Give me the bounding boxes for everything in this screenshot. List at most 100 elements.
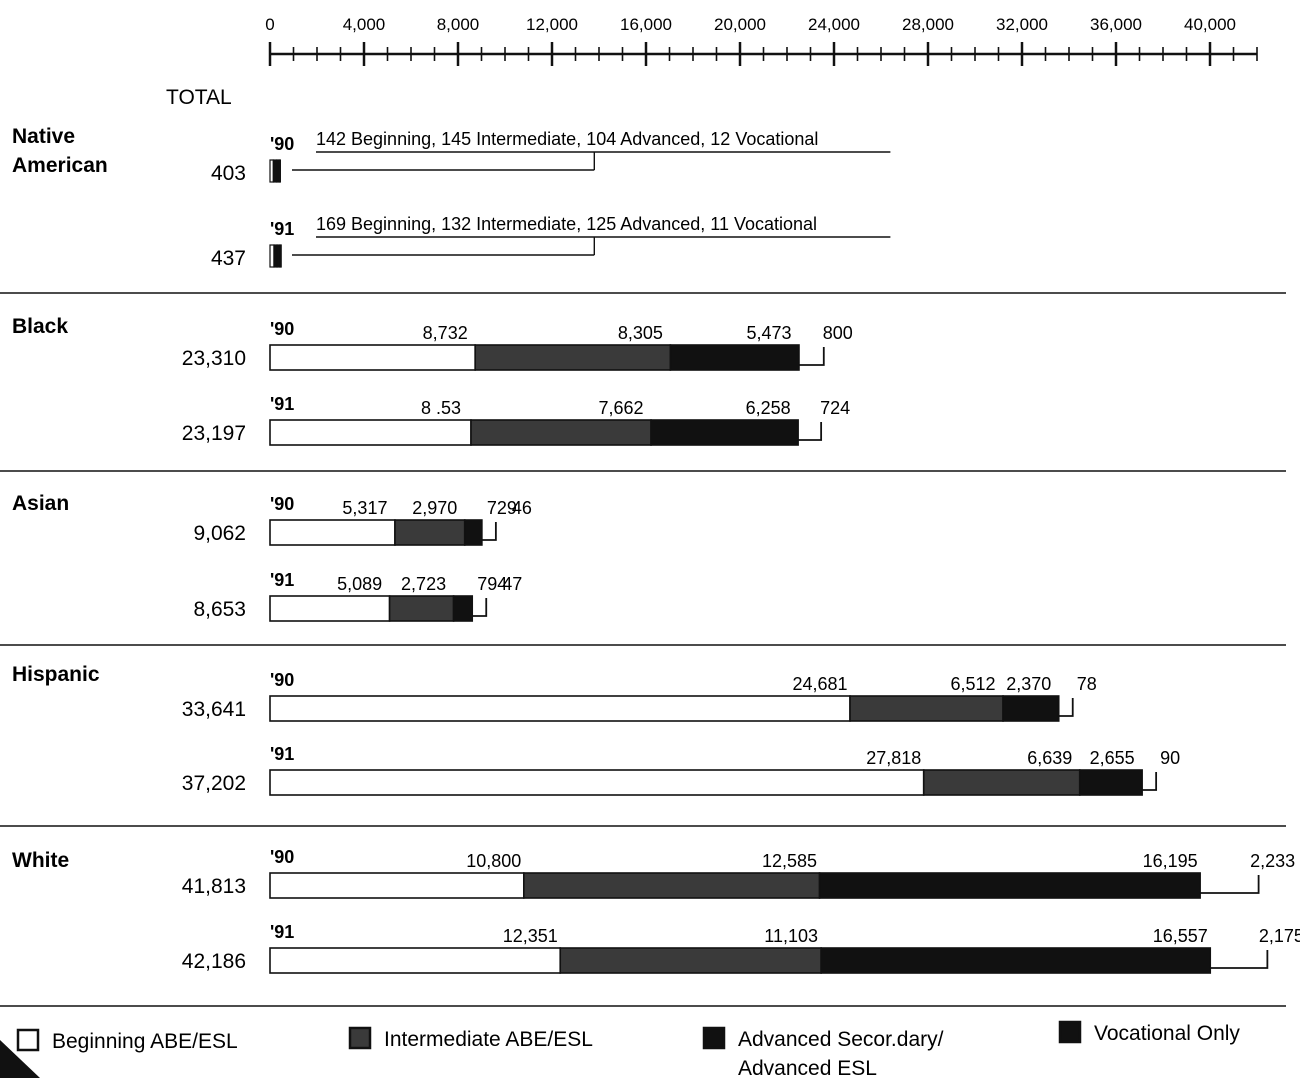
group-hispanic: Hispanic 33,641 '90 24,681 6,512 2,370 78 37,20… xyxy=(0,663,1286,827)
bar-segment xyxy=(849,695,1004,722)
bar-value-label: 7,662 xyxy=(599,398,644,418)
bar-value-label: 78 xyxy=(1077,674,1097,694)
row-year-label: '90 xyxy=(270,494,294,514)
bar-value-label: 6,639 xyxy=(1027,748,1072,768)
row-total-label: 33,641 xyxy=(182,698,246,721)
bar-segment xyxy=(650,419,799,446)
legend-label: Intermediate ABE/ESL xyxy=(384,1028,593,1051)
bar-value-label: 2,723 xyxy=(401,574,446,594)
legend-item: Beginning ABE/ESL xyxy=(16,1028,238,1053)
x-tick-label: 20,000 xyxy=(714,15,766,34)
bar-segment xyxy=(269,695,851,722)
row-annotation: 142 Beginning, 145 Intermediate, 104 Adv… xyxy=(316,129,818,149)
bar-row-91: 23,197 '91 8 .53 7,662 6,258 724 xyxy=(182,394,850,446)
row-total-label: 403 xyxy=(211,162,246,185)
bar-value-label: 12,351 xyxy=(503,926,558,946)
bar-segment xyxy=(818,872,1201,899)
bar-segment xyxy=(269,947,562,974)
bar-groups: Native American 403 '90 142 Beginning, 145 I… xyxy=(0,125,1300,1007)
bar-segment xyxy=(669,344,800,371)
legend-swatch xyxy=(702,1026,726,1050)
bar-value-label: 800 xyxy=(823,323,853,343)
x-axis: 0 4,000 8,000 12,000 16,000 20,000 24,000 28,00… xyxy=(265,15,1258,66)
row-total-label: 23,197 xyxy=(182,422,246,445)
bar-value-label: 27,818 xyxy=(866,748,921,768)
vocational-bracket xyxy=(1200,875,1260,894)
legend-item: Advanced Secor.dary/Advanced ESL xyxy=(702,1026,944,1078)
vocational-bracket xyxy=(1210,950,1269,969)
bar-segment xyxy=(388,595,455,622)
bar-segment xyxy=(559,947,822,974)
bar-value-label: 6,512 xyxy=(951,674,996,694)
bar-value-label: 12,585 xyxy=(762,851,817,871)
total-column-header: TOTAL xyxy=(166,86,232,109)
vocational-bracket xyxy=(1058,698,1074,717)
legend-label: Vocational Only xyxy=(1094,1022,1240,1045)
x-tick-label: 8,000 xyxy=(437,15,480,34)
group-label: Black xyxy=(12,315,68,338)
bar-value-label: 8,305 xyxy=(618,323,663,343)
row-year-label: '91 xyxy=(270,570,294,590)
x-tick-label: 4,000 xyxy=(343,15,386,34)
legend-label: Advanced Secor.dary/ xyxy=(738,1028,944,1051)
vocational-bracket xyxy=(481,522,497,541)
bar-row-91: 37,202 '91 27,818 6,639 2,655 90 xyxy=(182,744,1180,796)
bar-value-label: 2,370 xyxy=(1006,674,1051,694)
x-tick-label: 12,000 xyxy=(526,15,578,34)
bar-value-label: 5,089 xyxy=(337,574,382,594)
group-black: Black 23,310 '90 8,732 8,305 5,473 800 23,197 '9… xyxy=(0,315,1286,472)
group-label: Hispanic xyxy=(12,663,100,686)
bar-value-label: 47 xyxy=(502,574,522,594)
bar-value-label: 11,103 xyxy=(764,926,818,946)
bar-value-label: 16,557 xyxy=(1153,926,1208,946)
row-total-label: 23,310 xyxy=(182,347,246,370)
bar-segment xyxy=(470,419,652,446)
bar-row-90: 403 '90 142 Beginning, 145 Intermediate, 1… xyxy=(211,129,891,185)
x-tick-label: 32,000 xyxy=(996,15,1048,34)
bar-value-label: 5,473 xyxy=(746,323,791,343)
x-tick-label: 36,000 xyxy=(1090,15,1142,34)
group-label: American xyxy=(12,154,108,177)
bar-value-label: 6,258 xyxy=(746,398,791,418)
bar-row-90: 23,310 '90 8,732 8,305 5,473 800 xyxy=(182,319,853,371)
corner-mark xyxy=(0,1040,40,1078)
bar-segment xyxy=(269,595,391,622)
bar-segment xyxy=(278,159,281,183)
bar-row-90: 41,813 '90 10,800 12,585 16,195 2,233 xyxy=(182,847,1295,899)
bar-value-label: 24,681 xyxy=(792,674,847,694)
bar-value-label: 724 xyxy=(820,398,850,418)
group-label: Native xyxy=(12,125,75,148)
row-year-label: '91 xyxy=(270,394,294,414)
group-label: White xyxy=(12,849,69,872)
legend: Beginning ABE/ESL Intermediate ABE/ESL Adv… xyxy=(0,1020,1240,1078)
legend-label: Beginning ABE/ESL xyxy=(52,1030,238,1053)
bar-value-label: 2,175 xyxy=(1259,926,1300,946)
row-total-label: 42,186 xyxy=(182,950,246,973)
bar-segment xyxy=(269,344,477,371)
row-total-label: 37,202 xyxy=(182,772,246,795)
x-tick-label: 28,000 xyxy=(902,15,954,34)
legend-swatch xyxy=(16,1028,40,1052)
legend-item: Intermediate ABE/ESL xyxy=(348,1026,593,1051)
group-white: White 41,813 '90 10,800 12,585 16,195 2,233 42,… xyxy=(0,847,1300,1007)
bar-segment xyxy=(474,344,672,371)
bar-segment xyxy=(922,769,1081,796)
vocational-bracket xyxy=(472,598,488,617)
bar-value-label: 8,732 xyxy=(423,323,468,343)
row-total-label: 437 xyxy=(211,247,246,270)
bar-value-label: 2,970 xyxy=(412,498,457,518)
bar-value-label: 16,195 xyxy=(1143,851,1198,871)
legend-swatch xyxy=(1058,1020,1082,1044)
bar-segment xyxy=(394,519,466,546)
bar-value-label: 8 .53 xyxy=(421,398,461,418)
row-year-label: '90 xyxy=(270,134,294,154)
bar-row-90: 33,641 '90 24,681 6,512 2,370 78 xyxy=(182,670,1097,722)
legend-label: Advanced ESL xyxy=(738,1057,877,1078)
legend-item: Vocational Only xyxy=(1058,1020,1240,1045)
x-tick-label: 0 xyxy=(265,15,274,34)
vocational-bracket xyxy=(1142,772,1158,791)
